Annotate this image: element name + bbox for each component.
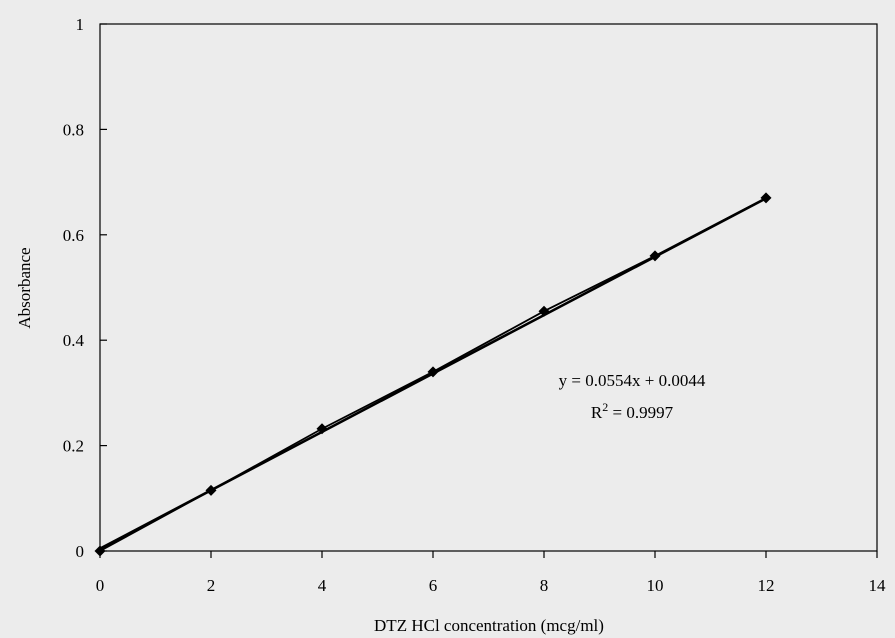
y-tick-label: 0.6 (63, 226, 84, 245)
x-tick-label: 0 (96, 576, 105, 595)
x-tick-label: 6 (429, 576, 438, 595)
x-tick-label: 12 (758, 576, 775, 595)
y-tick-label: 0.2 (63, 437, 84, 456)
x-axis-ticks: 0 2 4 6 8 10 12 14 (96, 551, 886, 595)
equation-label: y = 0.0554x + 0.0044 (559, 371, 706, 390)
x-tick-label: 14 (869, 576, 887, 595)
y-axis-title: Absorbance (15, 247, 34, 328)
y-tick-label: 0.8 (63, 120, 84, 139)
y-axis-ticks: 0 0.2 0.4 0.6 0.8 1 (63, 15, 107, 561)
x-tick-label: 10 (647, 576, 664, 595)
x-axis-title: DTZ HCl concentration (mcg/ml) (374, 616, 604, 635)
x-tick-label: 4 (318, 576, 327, 595)
data-point (649, 250, 661, 262)
data-point (94, 545, 106, 557)
data-point (760, 192, 772, 204)
y-tick-label: 0 (76, 542, 85, 561)
data-series (94, 192, 772, 557)
data-point (427, 366, 439, 378)
r-squared-label: R2 = 0.9997 (591, 400, 674, 422)
y-tick-label: 0.4 (63, 331, 85, 350)
data-point (316, 423, 328, 435)
y-tick-label: 1 (76, 15, 85, 34)
data-point (538, 305, 550, 317)
x-tick-label: 8 (540, 576, 549, 595)
x-tick-label: 2 (207, 576, 216, 595)
plot-area (99, 23, 878, 552)
data-point (205, 484, 217, 496)
